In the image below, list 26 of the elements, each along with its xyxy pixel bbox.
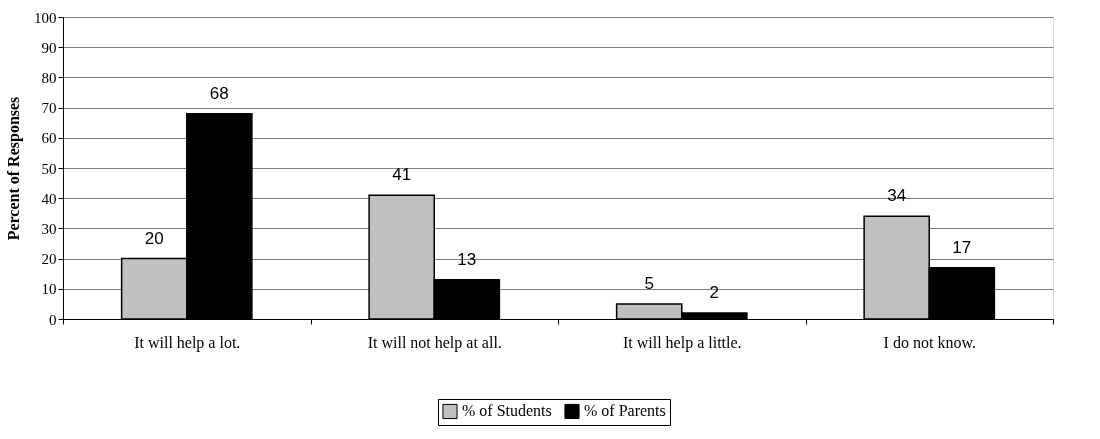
data-label: 5 — [644, 273, 654, 293]
y-tick-label: 10 — [41, 281, 57, 298]
data-label: 20 — [144, 228, 164, 248]
y-tick-label: 90 — [41, 39, 57, 56]
y-tick-label: 20 — [41, 251, 57, 268]
y-axis-title: Percent of Responses — [5, 96, 23, 241]
y-tick-label: 50 — [41, 160, 57, 177]
data-label: 68 — [209, 83, 229, 103]
y-tick-label: 100 — [34, 9, 57, 26]
y-tick-label: 70 — [41, 100, 57, 117]
x-tick-label: It will help a little. — [622, 333, 742, 352]
y-tick-label: 0 — [49, 311, 57, 328]
legend-label: % of Students — [462, 402, 552, 420]
y-tick-label: 30 — [41, 220, 57, 237]
y-tick-label: 80 — [41, 69, 57, 86]
data-label: 13 — [457, 249, 477, 269]
data-label: 34 — [887, 186, 907, 206]
y-tick-label: 60 — [41, 130, 57, 147]
x-tick-label: It will not help at all. — [367, 333, 502, 352]
data-label: 17 — [952, 237, 972, 257]
legend-label: % of Parents — [584, 402, 666, 420]
data-label: 41 — [392, 165, 412, 185]
data-label: 2 — [709, 282, 720, 302]
y-tick-label: 40 — [41, 190, 57, 207]
x-tick-label: It will help a lot. — [134, 333, 241, 352]
x-tick-label: I do not know. — [883, 333, 976, 351]
